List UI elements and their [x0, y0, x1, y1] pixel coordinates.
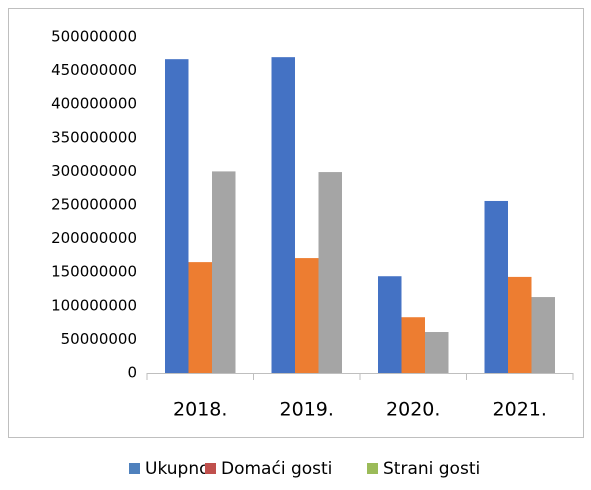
bar	[212, 171, 236, 373]
legend-swatch	[129, 463, 140, 474]
bar	[425, 332, 449, 373]
x-tick-label: 2018.	[173, 399, 227, 421]
y-tick-label: 0	[127, 364, 137, 382]
bar	[271, 57, 295, 373]
legend-swatch	[367, 463, 378, 474]
bar	[165, 59, 189, 374]
y-tick-label: 400000000	[51, 95, 137, 113]
y-tick-label: 200000000	[51, 229, 137, 247]
bar	[508, 276, 532, 373]
bar	[531, 297, 555, 373]
y-tick-label: 150000000	[51, 263, 137, 281]
y-tick-label: 450000000	[51, 61, 137, 79]
x-tick-label: 2021.	[493, 399, 547, 421]
legend-swatch	[205, 463, 216, 474]
bar	[188, 262, 212, 373]
legend-label: Strani gosti	[383, 459, 480, 479]
y-tick-label: 100000000	[51, 296, 137, 314]
bar	[318, 172, 342, 373]
y-tick-label: 300000000	[51, 162, 137, 180]
bar	[378, 276, 402, 373]
y-tick-label: 250000000	[51, 196, 137, 214]
y-tick-label: 500000000	[51, 28, 137, 46]
x-tick-label: 2020.	[386, 399, 440, 421]
legend-label: Ukupno	[145, 459, 210, 479]
bar	[484, 200, 508, 373]
y-tick-label: 350000000	[51, 128, 137, 146]
bar	[295, 258, 319, 373]
legend-label: Domaći gosti	[221, 459, 332, 479]
y-tick-label: 50000000	[61, 330, 137, 348]
bar	[401, 317, 425, 373]
x-tick-label: 2019.	[280, 399, 334, 421]
